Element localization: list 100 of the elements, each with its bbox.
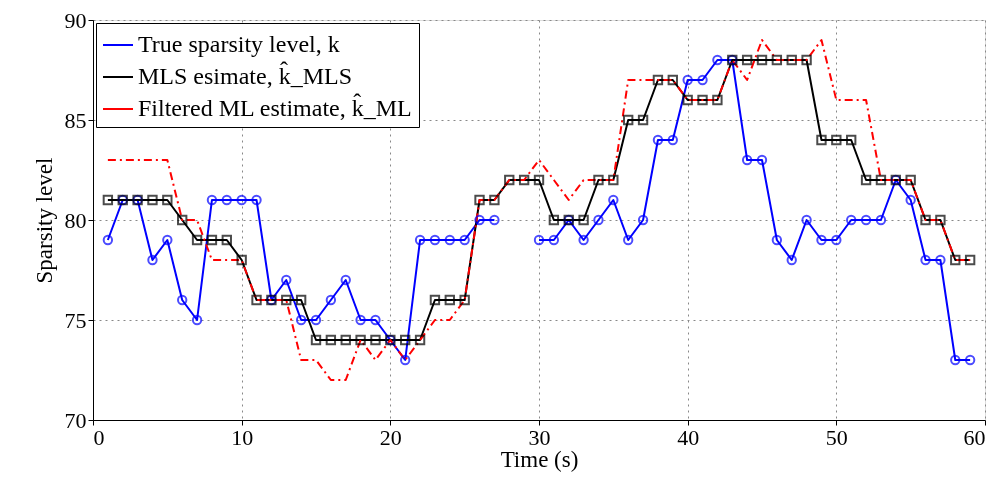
point	[504, 174, 515, 186]
point	[414, 334, 426, 346]
point	[221, 194, 232, 206]
legend-label: MLS esimate, k̂_MLS	[138, 61, 352, 89]
point	[281, 294, 292, 306]
point	[801, 214, 812, 226]
point	[548, 214, 560, 226]
legend-label: Filtered ML estimate, k̂_ML	[138, 93, 412, 121]
point	[236, 194, 247, 206]
point	[459, 294, 470, 306]
point	[251, 294, 262, 306]
point	[310, 334, 322, 346]
y-tick-label: 90	[64, 7, 87, 33]
point	[875, 174, 887, 186]
point	[682, 94, 693, 106]
legend-label: True sparsity level, k	[138, 31, 340, 57]
point	[593, 174, 604, 186]
point	[950, 254, 961, 266]
y-tick-label: 85	[64, 107, 87, 133]
point	[741, 54, 753, 66]
point	[400, 354, 411, 366]
point	[756, 54, 768, 66]
x-tick-label: 0	[93, 424, 105, 450]
point	[682, 74, 693, 86]
point	[459, 234, 470, 246]
point	[533, 234, 545, 246]
point	[816, 134, 827, 146]
point	[801, 54, 812, 66]
point	[623, 114, 634, 126]
point	[786, 254, 797, 266]
point	[518, 174, 530, 186]
y-tick-label: 70	[64, 407, 87, 433]
point	[860, 174, 872, 186]
point	[340, 334, 351, 346]
x-tick-label: 60	[963, 424, 986, 450]
point	[147, 194, 158, 206]
point	[548, 234, 560, 246]
point	[697, 74, 708, 86]
point	[489, 214, 500, 226]
point	[177, 214, 188, 226]
point	[608, 194, 619, 206]
point	[474, 214, 485, 226]
point	[860, 214, 872, 226]
point	[102, 194, 114, 206]
point	[221, 234, 232, 246]
point	[310, 314, 322, 326]
point	[533, 174, 545, 186]
point	[489, 194, 500, 206]
point	[756, 154, 768, 166]
point	[206, 194, 218, 206]
point	[295, 314, 307, 326]
point	[370, 314, 381, 326]
point	[608, 174, 619, 186]
point	[177, 294, 188, 306]
y-tick-label: 80	[64, 207, 87, 233]
point	[816, 234, 827, 246]
point	[846, 134, 857, 146]
y-tick-label: 75	[64, 307, 87, 333]
point	[652, 134, 664, 146]
point	[771, 54, 783, 66]
point	[637, 114, 649, 126]
point	[340, 274, 351, 286]
point	[355, 314, 366, 326]
point	[964, 354, 976, 366]
point	[637, 214, 649, 226]
point	[444, 234, 455, 246]
point	[162, 234, 173, 246]
point	[950, 354, 961, 366]
point	[295, 294, 307, 306]
point	[578, 214, 589, 226]
x-tick-label: 10	[231, 424, 254, 450]
point	[251, 194, 262, 206]
point	[444, 294, 455, 306]
point	[593, 214, 604, 226]
point	[935, 214, 946, 226]
point	[905, 174, 916, 186]
point	[355, 334, 366, 346]
point	[429, 294, 441, 306]
point	[191, 314, 203, 326]
point	[667, 74, 678, 86]
point	[667, 134, 678, 146]
point	[831, 134, 842, 146]
point	[400, 334, 411, 346]
point	[920, 214, 931, 226]
point	[414, 234, 426, 246]
point	[786, 54, 797, 66]
point	[325, 294, 337, 306]
point	[964, 254, 976, 266]
point	[474, 194, 485, 206]
point	[429, 234, 441, 246]
point	[162, 194, 173, 206]
point	[846, 214, 857, 226]
point	[325, 334, 337, 346]
point	[712, 94, 723, 106]
y-axis-title: Sparsity level	[31, 157, 57, 284]
point	[623, 234, 634, 246]
point	[771, 234, 783, 246]
point	[281, 274, 292, 286]
point	[147, 254, 158, 266]
point	[905, 194, 916, 206]
